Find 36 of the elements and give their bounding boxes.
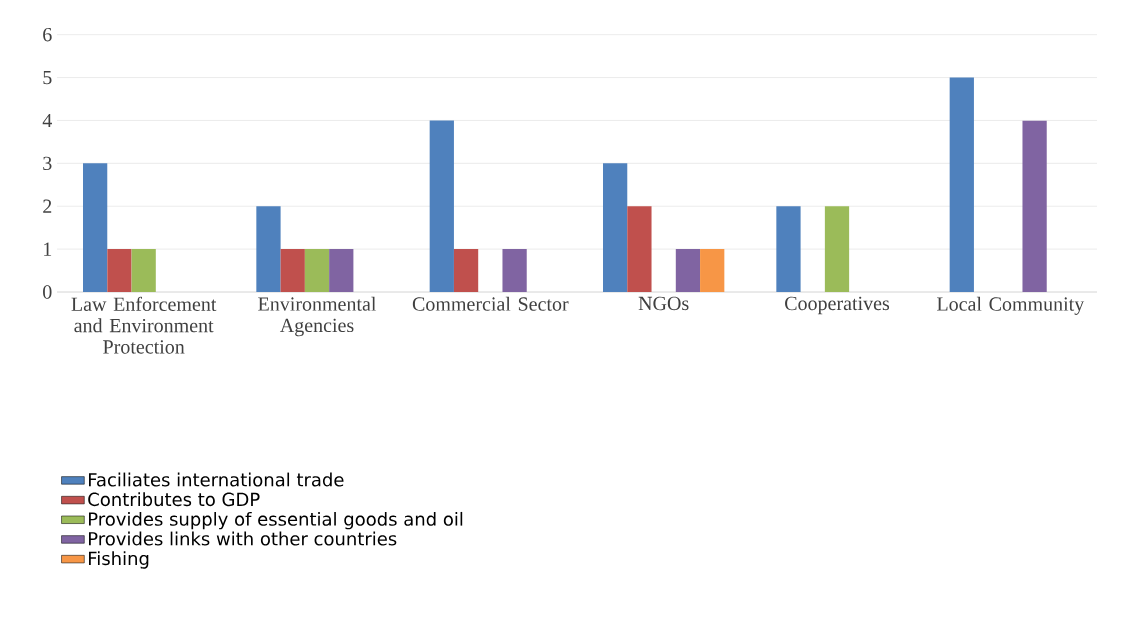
bar: [304, 249, 330, 292]
bar: [700, 249, 725, 292]
bar: [1022, 120, 1047, 292]
bar: [627, 206, 652, 292]
bar: [949, 77, 974, 292]
bar: [280, 249, 305, 292]
bar: [256, 206, 281, 292]
legend-label: Fishing: [89, 551, 149, 569]
bar: [429, 120, 454, 292]
bar: [502, 249, 527, 292]
bar: [824, 206, 850, 292]
x-tick-label: Commercial Sector: [412, 296, 569, 311]
legend-label: Faciliates international trade: [89, 472, 344, 487]
bar: [107, 249, 132, 292]
y-tick-label: 1: [44, 242, 52, 256]
bar: [603, 163, 628, 292]
y-tick-label: 0: [43, 285, 52, 299]
y-tick-label: 3: [43, 156, 52, 171]
x-tick-label: Environmental Agencies: [258, 296, 377, 337]
x-tick-label: Law Enforcement and Environment Protection: [71, 296, 217, 354]
x-tick-label: Cooperatives: [785, 296, 890, 315]
bar: [329, 249, 354, 292]
bar: [776, 206, 801, 292]
x-tick-label: NGOs: [638, 296, 689, 311]
bar: [131, 249, 156, 292]
legend-label: Provides links with other countries: [89, 531, 397, 546]
legend-label: Contributes to GDP: [88, 492, 260, 507]
legend-label: Provides supply of essential goods and oil: [89, 511, 463, 530]
y-tick-label: 6: [43, 27, 52, 42]
bar: [83, 163, 108, 292]
y-tick-label: 4: [42, 113, 52, 128]
bar: [675, 249, 701, 292]
y-tick-label: 2: [43, 199, 52, 213]
y-tick-label: 5: [43, 70, 52, 85]
x-tick-label: Local Community: [937, 296, 1085, 315]
bar: [453, 249, 479, 292]
